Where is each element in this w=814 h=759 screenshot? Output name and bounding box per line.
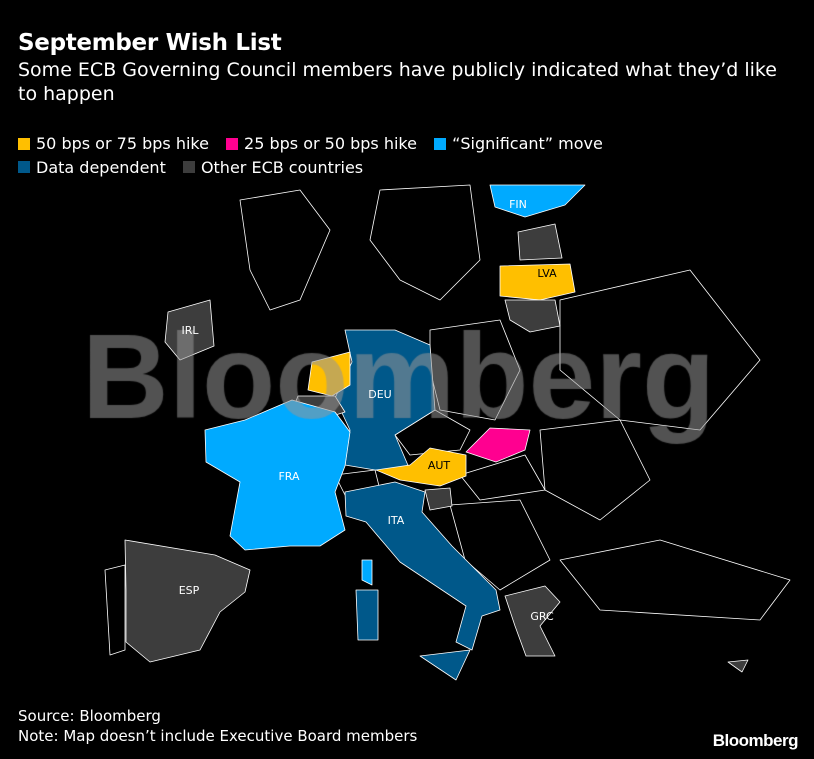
footnote: Note: Map doesn’t include Executive Boar… [18, 727, 418, 745]
legend-swatch [182, 161, 195, 173]
label-esp: ESP [179, 584, 200, 597]
country-labels: FIN LVA IRL DEU FRA AUT ITA ESP GRC [179, 198, 557, 623]
legend-item-other: Other ECB countries [182, 156, 364, 179]
legend-item-small-hike: 25 bps or 50 bps hike [226, 132, 417, 155]
label-deu: DEU [368, 388, 391, 401]
legend-label: Other ECB countries [200, 157, 364, 177]
source-note: Source: Bloomberg [18, 707, 161, 725]
country-prt [104, 564, 126, 656]
country-svn [424, 487, 453, 511]
country-cyp [727, 659, 749, 673]
country-est [517, 223, 563, 261]
chart-subtitle: Some ECB Governing Council members have … [18, 59, 777, 105]
label-lva: LVA [537, 267, 557, 280]
country-esp [124, 539, 251, 663]
country-ita-sardinia [355, 589, 379, 641]
legend-swatch [226, 137, 239, 150]
label-ita: ITA [388, 514, 405, 527]
label-grc: GRC [530, 610, 554, 623]
legend-label: 25 bps or 50 bps hike [244, 134, 417, 153]
bloomberg-logo: Bloomberg [712, 731, 799, 750]
label-irl: IRL [181, 324, 199, 337]
label-fra: FRA [278, 470, 300, 483]
legend-swatch [18, 137, 30, 150]
legend-swatch [434, 137, 447, 150]
legend: 50 bps or 75 bps hike 25 bps or 50 bps h… [18, 132, 718, 179]
country-balkans [449, 499, 551, 591]
country-lva [499, 263, 576, 301]
legend-swatch [18, 161, 30, 173]
country-tur [559, 539, 791, 621]
legend-label: Data dependent [36, 157, 166, 177]
legend-label: 50 bps or 75 bps hike [36, 134, 209, 153]
country-grc [504, 585, 561, 657]
country-ita-sicily [419, 649, 471, 681]
country-fra-corsica [361, 559, 373, 586]
legend-item-significant: “Significant” move [434, 132, 603, 155]
legend-item-large-hike: 50 bps or 75 bps hike [18, 132, 209, 155]
legend-label: “Significant” move [452, 134, 603, 153]
chart-title: September Wish List [18, 30, 282, 56]
country-ita [344, 481, 501, 651]
country-fin [489, 184, 586, 218]
label-fin: FIN [509, 198, 527, 211]
legend-item-data-dependent: Data dependent [18, 156, 166, 179]
label-aut: AUT [428, 459, 451, 472]
